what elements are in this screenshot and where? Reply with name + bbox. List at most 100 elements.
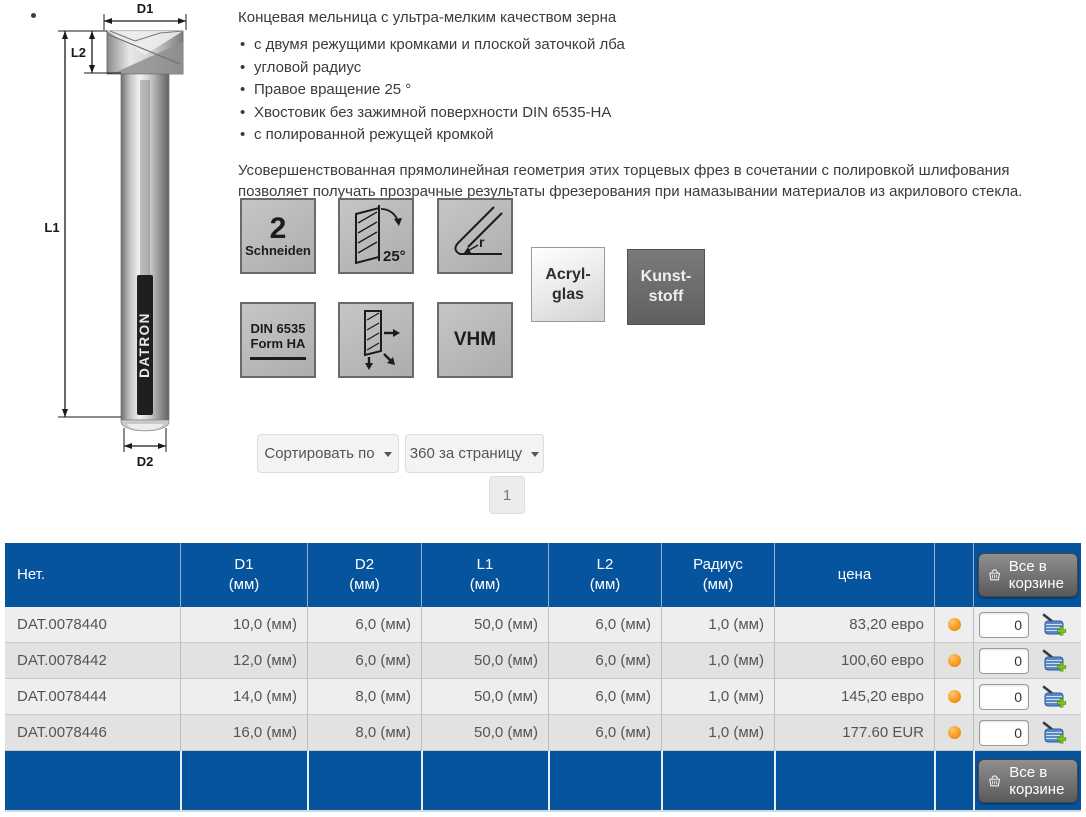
- part-number: DAT.0078440: [17, 616, 107, 633]
- add-to-cart-icon: [1042, 649, 1067, 671]
- price-value: 145,20 евро: [774, 679, 934, 714]
- caret-down-icon: [383, 452, 392, 457]
- l2-value: 6,0 (мм): [548, 607, 661, 642]
- tool-shaft: DATRON: [120, 73, 170, 432]
- table-row: DAT.0078446 16,0 (мм) 8,0 (мм) 50,0 (мм)…: [5, 715, 1081, 751]
- quantity-input[interactable]: [979, 611, 1029, 638]
- col-header-d1: D1 (мм): [180, 543, 307, 607]
- col-header-stock: [934, 543, 973, 607]
- quantity-input[interactable]: [979, 719, 1029, 746]
- per-page-dropdown[interactable]: 360 за страницу: [405, 434, 544, 473]
- add-to-cart-button[interactable]: [1040, 685, 1067, 709]
- product-table: Нет. D1 (мм) D2 (мм) L1 (мм) L2 (мм) Радиус(…: [5, 543, 1081, 812]
- badge-din-shank: DIN 6535 Form HA: [240, 302, 316, 378]
- col-header-no: Нет.: [17, 566, 46, 583]
- d1-value: 14,0 (мм): [180, 679, 307, 714]
- stock-cell: [934, 607, 973, 642]
- radius-symbol: r: [479, 234, 485, 250]
- col-header-cart: Все в корзине: [973, 543, 1081, 607]
- col-header-radius: Радиус (мм): [661, 543, 774, 607]
- l2-value: 6,0 (мм): [548, 643, 661, 678]
- vhm-label: VHM: [453, 329, 497, 350]
- add-all-to-cart-button[interactable]: Все в корзине: [977, 553, 1078, 597]
- badge-feed-directions: [338, 302, 414, 378]
- dim-label-l2: L2: [71, 45, 86, 60]
- d2-value: 8,0 (мм): [307, 679, 421, 714]
- caret-down-icon: [531, 452, 540, 457]
- product-title: Концевая мельница с ультра-мелким качест…: [238, 9, 617, 26]
- feed-directions-icon: [364, 310, 400, 370]
- l2-value: 6,0 (мм): [548, 679, 661, 714]
- table-row: DAT.0078442 12,0 (мм) 6,0 (мм) 50,0 (мм)…: [5, 643, 1081, 679]
- price-value: 177.60 EUR: [774, 715, 934, 750]
- cutter-head: [106, 30, 184, 75]
- d2-value: 6,0 (мм): [307, 607, 421, 642]
- price-value: 100,60 евро: [774, 643, 934, 678]
- d1-value: 12,0 (мм): [180, 643, 307, 678]
- product-info: Концевая мельница с ультра-мелким качест…: [238, 8, 1084, 203]
- cart-cell: [973, 607, 1081, 642]
- add-to-cart-button[interactable]: [1040, 649, 1067, 673]
- basket-icon: [989, 774, 1001, 786]
- flutes-label: Schneiden: [245, 242, 311, 258]
- stock-cell: [934, 679, 973, 714]
- helix-angle-icon: 25°: [355, 205, 406, 265]
- col-header-l2: L2 (мм): [548, 543, 661, 607]
- add-all-label: Все в корзине: [1009, 763, 1065, 798]
- feature-item: • Хвостовик без зажимной поверхности DIN …: [240, 103, 612, 121]
- feature-item: • Правое вращение 25 °: [240, 81, 412, 98]
- flutes-count: 2: [269, 211, 287, 245]
- stock-status-dot: [947, 654, 961, 667]
- badge-corner-radius: r: [437, 198, 513, 274]
- add-to-cart-icon: [1042, 685, 1067, 707]
- col-header-l1: L1 (мм): [421, 543, 548, 607]
- part-number: DAT.0078442: [17, 652, 107, 669]
- d2-value: 8,0 (мм): [307, 715, 421, 750]
- badge-acrylic-material: Acryl- glas: [531, 247, 605, 322]
- list-bullet: [31, 13, 36, 18]
- pagination-page-1[interactable]: 1: [489, 476, 525, 514]
- dim-label-d2: D2: [137, 454, 154, 469]
- add-all-to-cart-button-footer[interactable]: Все в корзине: [978, 758, 1078, 803]
- stock-status-dot: [947, 726, 961, 739]
- cart-cell: [973, 643, 1081, 678]
- feature-item: • угловой радиус: [240, 58, 362, 76]
- feature-item: • с двумя режущими кромками и плоской зат…: [240, 36, 625, 53]
- l2-value: 6,0 (мм): [548, 715, 661, 750]
- stock-cell: [934, 715, 973, 750]
- acrylic-line1: Acryl-: [545, 265, 591, 283]
- add-all-label: Все в корзине: [1008, 558, 1064, 592]
- dim-label-l1: L1: [44, 220, 59, 235]
- footer-cart-cell: Все в корзине: [973, 751, 1081, 810]
- table-footer-row: Все в корзине: [5, 751, 1081, 810]
- add-to-cart-button[interactable]: [1040, 613, 1067, 637]
- radius-value: 1,0 (мм): [661, 607, 774, 642]
- cart-cell: [973, 679, 1081, 714]
- l1-value: 50,0 (мм): [421, 643, 548, 678]
- add-to-cart-button[interactable]: [1040, 721, 1067, 745]
- table-row: DAT.0078440 10,0 (мм) 6,0 (мм) 50,0 (мм)…: [5, 607, 1081, 643]
- radius-value: 1,0 (мм): [661, 679, 774, 714]
- l1-value: 50,0 (мм): [421, 607, 548, 642]
- feature-list: • с двумя режущими кромками и плоской зат…: [238, 34, 1084, 147]
- stock-status-dot: [947, 690, 961, 703]
- radius-value: 1,0 (мм): [661, 643, 774, 678]
- din-line2: Form HA: [250, 335, 306, 351]
- d1-value: 10,0 (мм): [180, 607, 307, 642]
- col-header-d2: D2 (мм): [307, 543, 421, 607]
- quantity-input[interactable]: [979, 683, 1029, 710]
- din-line1: DIN 6535: [250, 320, 306, 336]
- sort-by-dropdown[interactable]: Сортировать по: [257, 434, 399, 473]
- badge-vhm: VHM: [437, 302, 513, 378]
- badge-helix-angle: 25°: [338, 198, 414, 274]
- l1-value: 50,0 (мм): [421, 715, 548, 750]
- feature-item: • с полированной режущей кромкой: [240, 126, 494, 143]
- dim-label-d1: D1: [137, 1, 154, 16]
- plastic-line2: stoff: [648, 288, 684, 305]
- angle-value: 25°: [383, 248, 406, 265]
- corner-radius-icon: r: [454, 206, 503, 255]
- stock-status-dot: [947, 618, 961, 631]
- stock-cell: [934, 643, 973, 678]
- quantity-input[interactable]: [979, 647, 1029, 674]
